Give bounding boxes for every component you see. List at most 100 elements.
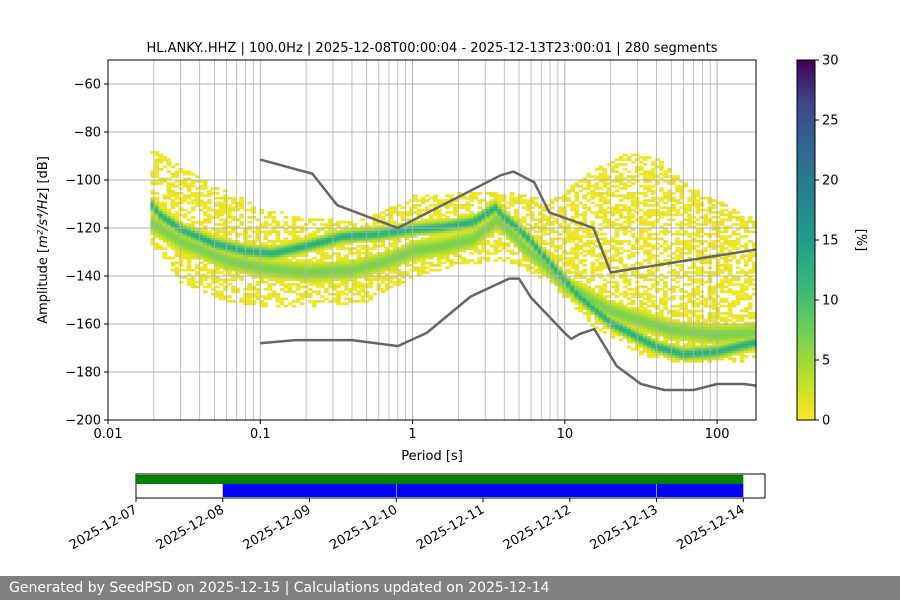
- density-cell: [659, 319, 664, 322]
- density-cell: [162, 240, 168, 243]
- density-cell: [703, 261, 709, 265]
- density-cell: [671, 232, 676, 236]
- density-cell: [400, 252, 406, 255]
- density-cell: [711, 321, 717, 325]
- density-cell: [320, 264, 325, 267]
- density-cell: [481, 235, 487, 238]
- density-cell: [598, 252, 604, 255]
- density-cell: [703, 297, 709, 301]
- density-cell: [194, 273, 200, 277]
- density-cell: [299, 264, 305, 267]
- density-cell: [651, 223, 656, 226]
- density-cell: [356, 244, 361, 248]
- density-cell: [336, 256, 341, 260]
- density-cell: [687, 276, 693, 279]
- density-cell: [158, 206, 164, 210]
- density-cell: [719, 324, 725, 327]
- density-cell: [638, 264, 644, 267]
- density-cell: [683, 290, 688, 294]
- density-cell: [380, 278, 386, 282]
- density-cell: [622, 177, 628, 181]
- density-cell: [206, 201, 212, 205]
- density-cell: [582, 264, 588, 267]
- density-cell: [642, 172, 648, 176]
- density-cell: [408, 223, 414, 226]
- density-cell: [497, 244, 503, 248]
- density-cell: [566, 204, 571, 207]
- density-cell: [622, 333, 628, 337]
- density-cell: [683, 271, 688, 274]
- density-cell: [602, 295, 608, 298]
- density-cell: [614, 228, 620, 231]
- density-cell: [215, 237, 220, 241]
- density-cell: [586, 307, 592, 310]
- density-cell: [622, 280, 628, 284]
- density-cell: [348, 273, 353, 277]
- density-cell: [687, 249, 693, 253]
- density-cell: [227, 254, 232, 258]
- density-cell: [554, 268, 559, 272]
- density-cell: [182, 170, 188, 174]
- density-cell: [554, 273, 559, 277]
- density-cell: [295, 297, 301, 301]
- density-cell: [469, 216, 475, 219]
- density-cell: [287, 302, 293, 306]
- density-cell: [638, 307, 644, 310]
- density-cell: [227, 300, 232, 303]
- density-cell: [465, 206, 470, 210]
- density-cell: [590, 189, 596, 193]
- density-cell: [683, 184, 688, 188]
- density-cell: [166, 177, 172, 181]
- density-cell: [598, 165, 604, 169]
- density-cell: [198, 204, 204, 207]
- density-cell: [743, 278, 749, 282]
- density-cell: [610, 211, 616, 214]
- density-cell: [299, 247, 305, 250]
- density-cell: [747, 295, 753, 298]
- density-cell: [606, 225, 612, 229]
- density-cell: [211, 261, 216, 265]
- density-cell: [675, 249, 680, 253]
- y-axis-label-suffix: ] [dB]: [36, 156, 51, 193]
- density-cell: [291, 266, 297, 270]
- density-cell: [315, 249, 321, 253]
- density-cell: [392, 283, 398, 286]
- density-cell: [198, 220, 204, 224]
- density-cell: [328, 232, 333, 236]
- density-cell: [485, 252, 491, 255]
- density-cell: [570, 278, 575, 282]
- density-cell: [687, 326, 693, 330]
- density-cell: [190, 280, 196, 284]
- density-cell: [412, 244, 418, 248]
- density-cell: [747, 240, 753, 243]
- density-cell: [679, 256, 684, 260]
- density-cell: [719, 328, 725, 332]
- density-cell: [445, 256, 450, 260]
- density-cell: [747, 230, 753, 234]
- density-cell: [194, 235, 200, 238]
- density-cell: [695, 328, 701, 332]
- density-cell: [618, 177, 624, 181]
- density-cell: [291, 220, 297, 224]
- density-cell: [651, 237, 656, 241]
- density-cell: [735, 316, 741, 320]
- density-cell: [311, 261, 317, 265]
- density-cell: [166, 192, 172, 195]
- density-cell: [525, 244, 531, 248]
- density-cell: [255, 247, 261, 250]
- density-cell: [675, 271, 680, 274]
- density-cell: [590, 232, 596, 236]
- density-cell: [647, 261, 652, 265]
- density-cell: [638, 321, 644, 325]
- density-cell: [174, 254, 180, 258]
- density-cell: [295, 254, 301, 258]
- density-cell: [215, 232, 220, 236]
- density-cell: [574, 288, 579, 291]
- density-cell: [384, 213, 390, 217]
- density-cell: [699, 208, 705, 212]
- density-cell: [699, 252, 705, 255]
- density-cell: [295, 283, 301, 286]
- density-cell: [299, 280, 305, 284]
- density-cell: [227, 252, 232, 255]
- density-cell: [683, 333, 688, 337]
